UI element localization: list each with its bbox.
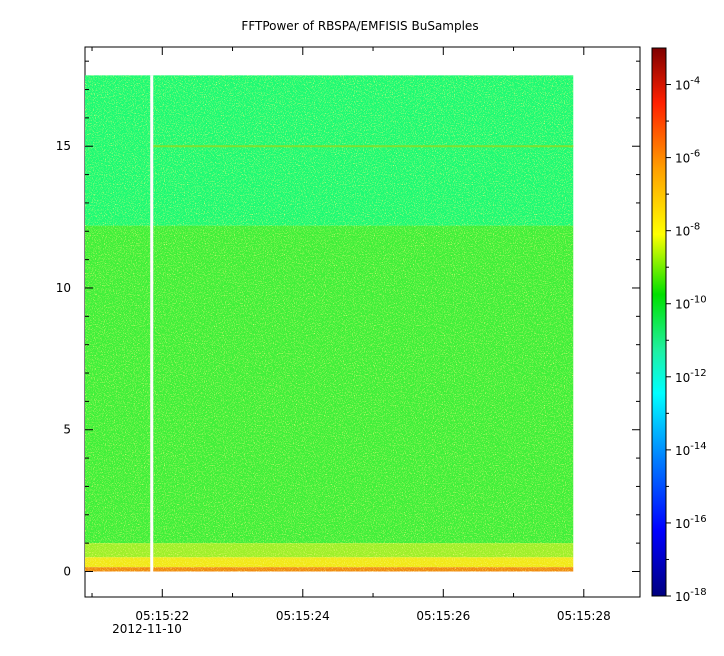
y-tick-label: 15 — [56, 139, 71, 153]
colorbar-tick-label: 10-14 — [675, 441, 707, 458]
y-tick-label: 10 — [56, 281, 71, 295]
spectrogram-noise — [85, 75, 574, 572]
x-tick-label: 05:15:24 — [276, 609, 330, 623]
chart-title: FFTPower of RBSPA/EMFISIS BuSamples — [241, 19, 478, 33]
y-axis: 0 5 10 15 — [56, 60, 640, 578]
colorbar-gradient — [651, 47, 667, 597]
colorbar-tick-label: 10-8 — [675, 222, 700, 239]
colorbar-ticks: 10-18 10-16 10-14 10-12 10-10 10-8 10-6 10-4 — [666, 76, 707, 604]
x-tick-label: 05:15:26 — [416, 609, 470, 623]
colorbar-tick-label: 10-10 — [675, 295, 707, 312]
x-tick-label: 05:15:22 — [135, 609, 189, 623]
colorbar-tick-label: 10-16 — [675, 514, 707, 531]
colorbar-tick-label: 10-18 — [675, 587, 707, 604]
x-tick-label: 05:15:28 — [557, 609, 611, 623]
y-tick-label: 5 — [63, 423, 71, 437]
colorbar-tick-label: 10-4 — [675, 76, 700, 93]
data-gap — [150, 75, 154, 572]
colorbar: 10-18 10-16 10-14 10-12 10-10 10-8 10-6 10-4 — [651, 47, 707, 604]
x-axis: 05:15:22 05:15:24 05:15:26 05:15:28 — [91, 47, 611, 623]
plot-area — [84, 46, 641, 598]
colorbar-tick-label: 10-6 — [675, 149, 700, 166]
y-tick-label: 0 — [63, 564, 71, 578]
colorbar-tick-label: 10-12 — [675, 368, 707, 385]
x-date-label: 2012-11-10 — [112, 622, 182, 636]
